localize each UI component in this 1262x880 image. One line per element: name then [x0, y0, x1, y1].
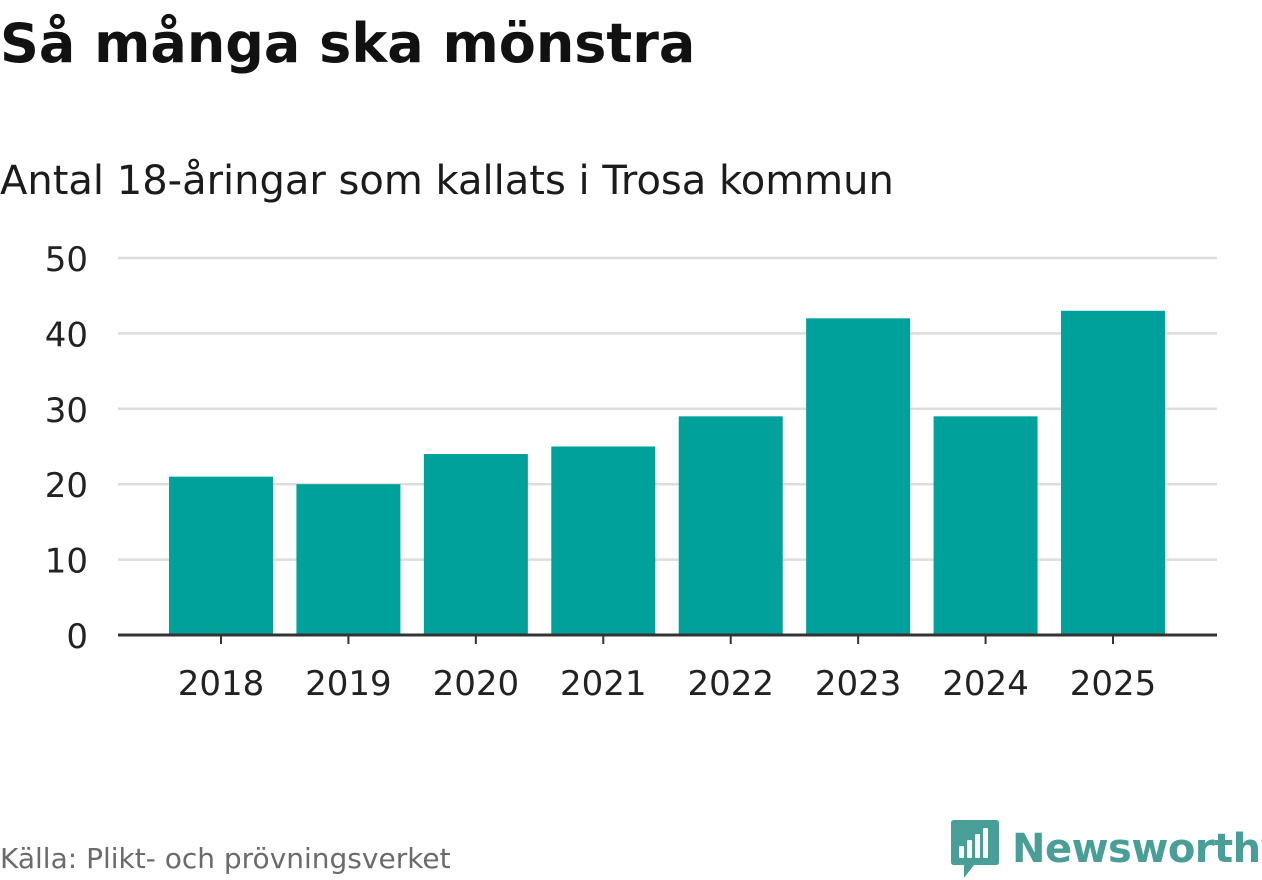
- bar-2025: [1061, 310, 1165, 635]
- y-tick-label: 0: [66, 617, 88, 657]
- bar-2020: [423, 454, 528, 635]
- bar-2024: [933, 416, 1038, 635]
- logo-wordmark: Newsworthy: [1012, 826, 1262, 872]
- axes: [118, 633, 1217, 644]
- gridlines: [118, 256, 1217, 561]
- chart-title: Så många ska mönstra: [0, 12, 696, 75]
- y-tick-label: 10: [45, 542, 88, 582]
- y-tick-label: 30: [45, 391, 88, 431]
- axis-labels: 0 10 20 30 40 50 2018 2019 2020 2021 2022 2023 2024 2…: [45, 240, 1157, 704]
- x-tick-label: 2019: [305, 664, 392, 704]
- x-tick-label: 2023: [815, 664, 902, 704]
- y-tick-label: 50: [45, 240, 88, 280]
- x-tick-label: 2021: [560, 664, 647, 704]
- bar-2022: [678, 416, 783, 635]
- bar-2018: [169, 476, 273, 635]
- x-tick-label: 2025: [1070, 664, 1157, 704]
- bar-2023: [806, 318, 911, 635]
- newsworthy-logo: Newsworthy: [950, 818, 1262, 880]
- y-tick-label: 20: [45, 466, 88, 506]
- chart-subtitle: Antal 18-åringar som kallats i Trosa kom…: [0, 158, 894, 204]
- bars: [169, 310, 1165, 635]
- x-tick-label: 2024: [942, 664, 1029, 704]
- bar-2019: [296, 484, 401, 635]
- newsworthy-bar-chart-icon: [951, 820, 999, 878]
- source-note: Källa: Plikt- och prövningsverket: [0, 842, 451, 875]
- bar-2021: [551, 446, 656, 635]
- y-tick-label: 40: [45, 315, 88, 355]
- x-tick-label: 2018: [178, 664, 265, 704]
- x-tick-label: 2020: [433, 664, 520, 704]
- x-tick-label: 2022: [687, 664, 774, 704]
